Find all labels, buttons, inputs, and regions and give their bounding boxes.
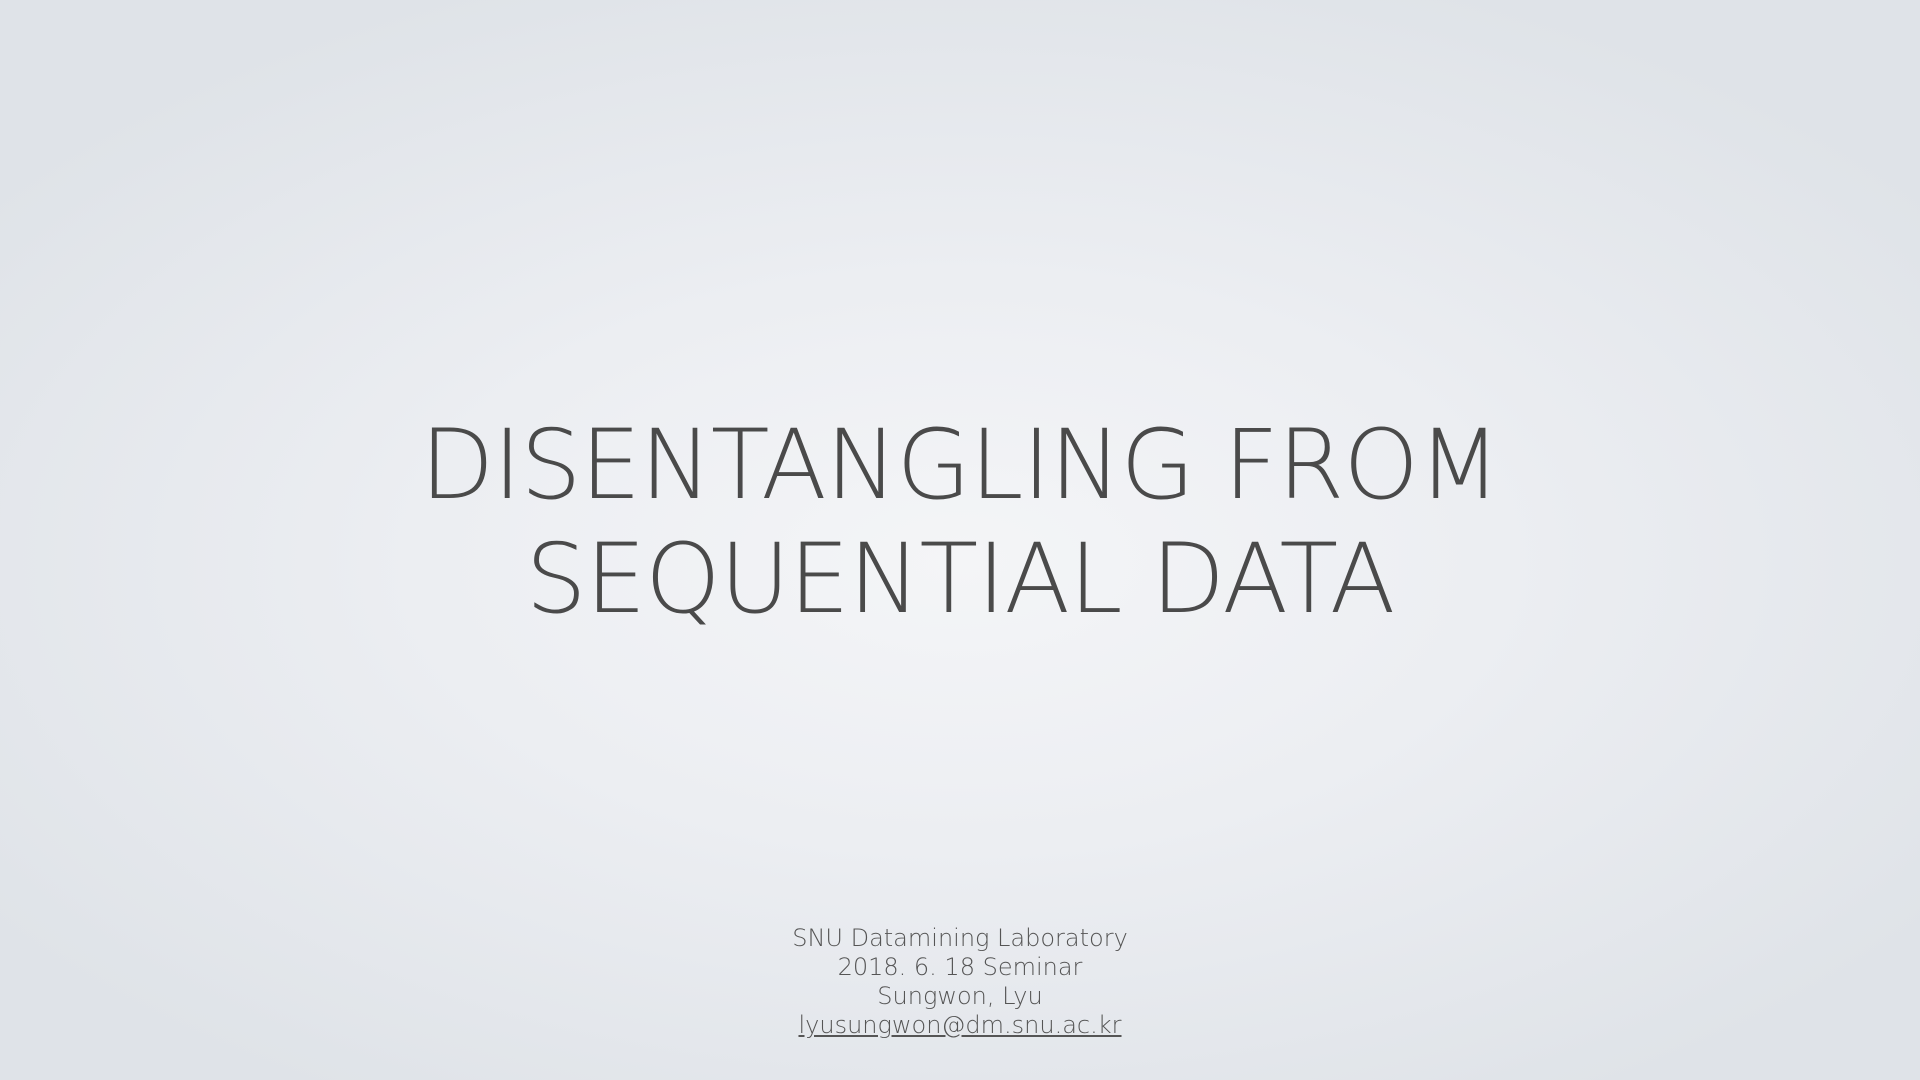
lab-name: SNU Datamining Laboratory: [792, 924, 1128, 952]
author-email-link[interactable]: lyusungwon@dm.snu.ac.kr: [798, 1011, 1122, 1039]
author-name: Sungwon, Lyu: [877, 982, 1043, 1010]
slide-title-line-1: DISENTANGLING FROM: [420, 409, 1501, 521]
slide-title-line-2: SEQUENTIAL DATA: [525, 523, 1396, 635]
presenter-info: SNU Datamining Laboratory 2018. 6. 18 Se…: [0, 924, 1920, 1040]
slide-title: DISENTANGLING FROM SEQUENTIAL DATA: [0, 408, 1920, 636]
seminar-date: 2018. 6. 18 Seminar: [837, 953, 1083, 981]
